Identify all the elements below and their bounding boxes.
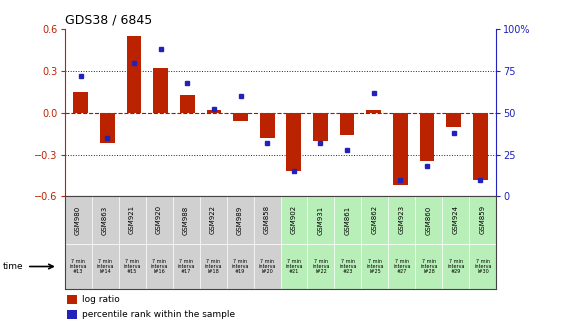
Bar	[334, 244, 361, 289]
Bar	[173, 196, 200, 244]
Text: GSM921: GSM921	[129, 205, 135, 234]
Bar	[145, 244, 173, 289]
Text: GSM988: GSM988	[183, 205, 189, 234]
Bar	[127, 36, 141, 113]
Bar	[307, 196, 334, 244]
Text: log ratio: log ratio	[82, 295, 120, 304]
Bar	[307, 244, 334, 289]
Bar	[416, 244, 443, 289]
Bar	[260, 113, 274, 138]
Text: GSM924: GSM924	[453, 205, 459, 234]
Text: 7 min
interva
l#28: 7 min interva l#28	[420, 259, 438, 274]
Text: 7 min
interva
#23: 7 min interva #23	[339, 259, 357, 274]
Text: percentile rank within the sample: percentile rank within the sample	[82, 310, 235, 319]
Bar	[473, 113, 488, 180]
Bar	[91, 196, 118, 244]
Bar	[200, 196, 227, 244]
Bar	[254, 244, 280, 289]
Text: time: time	[3, 262, 24, 271]
Bar	[443, 244, 470, 289]
Bar	[233, 113, 248, 121]
Text: GSM860: GSM860	[426, 205, 432, 234]
Text: GSM863: GSM863	[102, 205, 108, 234]
Bar	[280, 244, 307, 289]
Text: 7 min
interva
l#20: 7 min interva l#20	[258, 259, 276, 274]
Bar	[73, 92, 88, 113]
Bar	[280, 196, 307, 244]
Bar	[388, 244, 416, 289]
Bar	[153, 68, 168, 113]
Bar	[416, 196, 443, 244]
Text: GSM859: GSM859	[480, 205, 486, 234]
Bar	[287, 113, 301, 171]
Text: GSM858: GSM858	[264, 205, 270, 234]
Text: GSM989: GSM989	[237, 205, 243, 234]
Text: 7 min
interva
l#30: 7 min interva l#30	[474, 259, 492, 274]
Bar	[361, 196, 388, 244]
Bar	[420, 113, 434, 162]
Bar	[206, 110, 221, 113]
Bar	[118, 244, 145, 289]
Bar	[173, 244, 200, 289]
Text: 7 min
interva
#21: 7 min interva #21	[285, 259, 303, 274]
Text: GSM923: GSM923	[399, 205, 405, 234]
Text: 7 min
interva
l#18: 7 min interva l#18	[204, 259, 222, 274]
Text: 7 min
interva
#17: 7 min interva #17	[177, 259, 195, 274]
Text: 7 min
interva
#27: 7 min interva #27	[393, 259, 411, 274]
Bar	[340, 113, 355, 135]
Bar	[67, 295, 77, 304]
Bar	[100, 113, 114, 143]
Text: GSM920: GSM920	[156, 205, 162, 234]
Bar	[361, 244, 388, 289]
Text: GSM980: GSM980	[75, 205, 81, 234]
Bar	[65, 244, 91, 289]
Bar	[447, 113, 461, 127]
Text: 7 min
interva
l#25: 7 min interva l#25	[366, 259, 384, 274]
Bar	[313, 113, 328, 141]
Bar	[67, 310, 77, 319]
Bar	[393, 113, 408, 185]
Text: GSM922: GSM922	[210, 205, 216, 234]
Text: 7 min
interva
l#16: 7 min interva l#16	[150, 259, 168, 274]
Bar	[145, 196, 173, 244]
Text: 7 min
interva
#13: 7 min interva #13	[69, 259, 87, 274]
Bar	[200, 244, 227, 289]
Bar	[227, 244, 254, 289]
Text: 7 min
interva
l#22: 7 min interva l#22	[312, 259, 330, 274]
Bar	[180, 95, 195, 113]
Text: GSM902: GSM902	[291, 205, 297, 234]
Bar	[91, 244, 118, 289]
Text: GDS38 / 6845: GDS38 / 6845	[65, 14, 152, 27]
Bar	[443, 196, 470, 244]
Bar	[118, 196, 145, 244]
Bar	[366, 110, 381, 113]
Text: GSM862: GSM862	[372, 205, 378, 234]
Text: GSM931: GSM931	[318, 205, 324, 234]
Text: 7 min
interva
l#14: 7 min interva l#14	[96, 259, 114, 274]
Text: 7 min
interva
#29: 7 min interva #29	[447, 259, 465, 274]
Bar	[254, 196, 280, 244]
Bar	[388, 196, 416, 244]
Bar	[65, 196, 91, 244]
Bar	[470, 196, 496, 244]
Text: GSM861: GSM861	[345, 205, 351, 234]
Bar	[470, 244, 496, 289]
Text: 7 min
interva
#19: 7 min interva #19	[231, 259, 249, 274]
Bar	[334, 196, 361, 244]
Text: 7 min
interva
#15: 7 min interva #15	[123, 259, 141, 274]
Bar	[227, 196, 254, 244]
